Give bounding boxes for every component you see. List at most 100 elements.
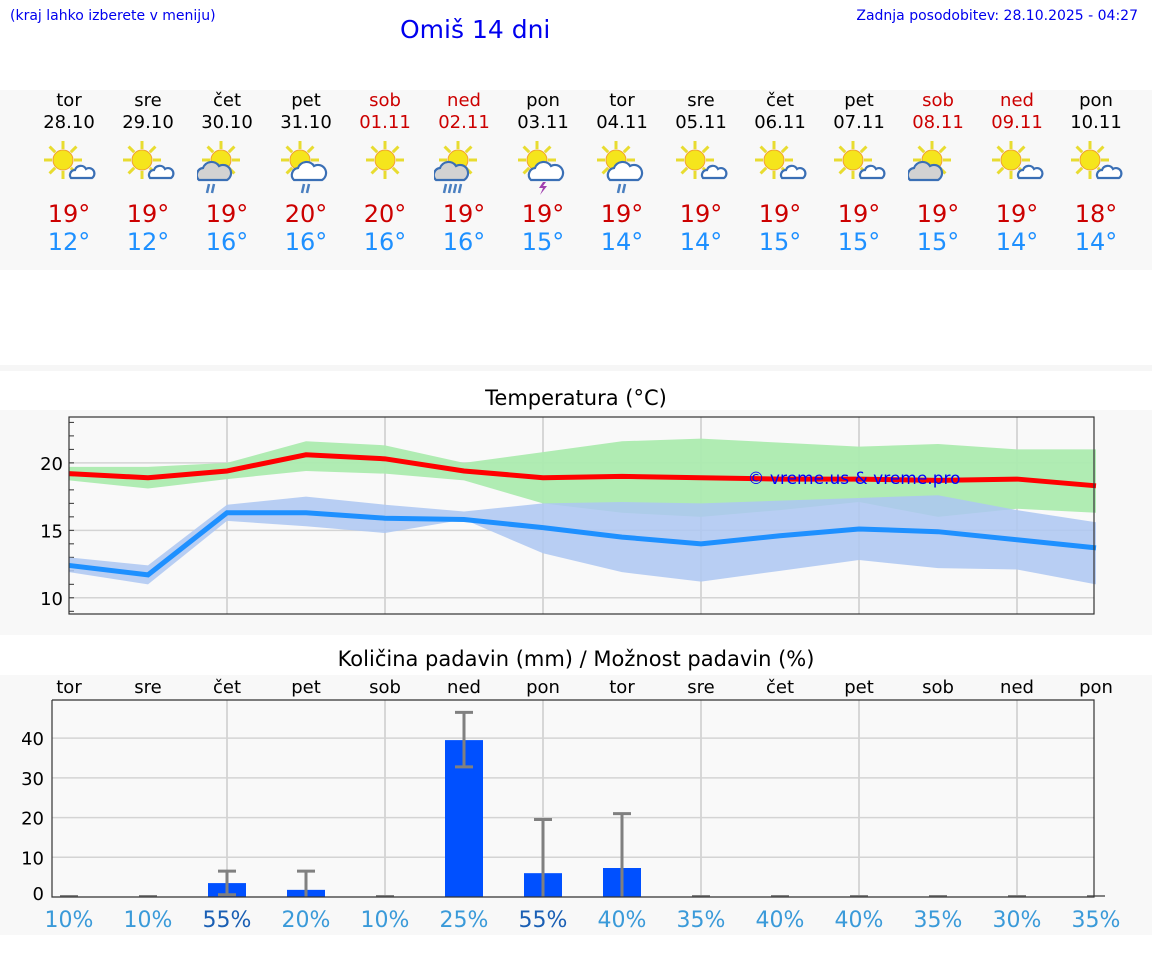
day-name: pet	[844, 90, 874, 111]
day-date: 01.11	[359, 112, 411, 133]
day-column: čet 30.10 19° 16°	[188, 90, 267, 256]
min-temp: 12°	[47, 228, 91, 256]
max-temp: 19°	[47, 200, 91, 228]
precip-probability: 40%	[598, 908, 647, 933]
max-temp: 19°	[205, 200, 249, 228]
day-date: 03.11	[517, 112, 569, 133]
min-temp: 14°	[600, 228, 644, 256]
day-column: sre 05.11 19° 14°	[662, 90, 741, 256]
day-date: 29.10	[122, 112, 174, 133]
y-tick-label: 15	[40, 521, 63, 542]
day-label: ned	[1000, 677, 1034, 698]
day-column: pon 03.11 19° 15°	[504, 90, 583, 256]
day-label: pon	[526, 677, 560, 698]
precip-probability: 40%	[756, 908, 805, 933]
day-column: ned 02.11 19° 16°	[425, 90, 504, 256]
day-label: sre	[134, 677, 161, 698]
precip-probability: 30%	[993, 908, 1042, 933]
min-temp: 12°	[126, 228, 170, 256]
day-name: tor	[609, 90, 635, 111]
day-label: pet	[844, 677, 874, 698]
day-date: 28.10	[43, 112, 95, 133]
max-temp: 18°	[1074, 200, 1118, 228]
sun-small-cloud-icon	[755, 141, 807, 180]
day-name: čet	[765, 90, 795, 111]
day-name: ned	[1000, 90, 1034, 111]
day-label: sob	[922, 677, 954, 698]
day-label: tor	[609, 677, 635, 698]
y-tick-label: 20	[40, 454, 63, 475]
max-temp: 19°	[995, 200, 1039, 228]
y-tick-label: 10	[40, 589, 63, 610]
day-date: 31.10	[280, 112, 332, 133]
min-temp: 14°	[1074, 228, 1118, 256]
min-temp-line	[68, 510, 1097, 578]
day-date: 07.11	[833, 112, 885, 133]
day-date: 04.11	[596, 112, 648, 133]
day-name: sob	[922, 90, 954, 111]
sun-cloud-rain-icon	[281, 141, 328, 194]
day-name: ned	[447, 90, 481, 111]
day-label: pet	[291, 677, 321, 698]
temperature-chart: 10 15 20 © vreme.us & vreme.pro	[40, 416, 1097, 615]
day-date: 09.11	[991, 112, 1043, 133]
location-hint: (kraj lahko izberete v meniju)	[10, 8, 216, 24]
plot-area	[52, 700, 1094, 897]
day-column: sre 29.10 19° 12°	[109, 90, 188, 256]
sun-small-cloud-icon	[834, 141, 886, 180]
day-name: tor	[56, 90, 82, 111]
day-name: sre	[687, 90, 715, 111]
precipitation-chart: tor sre čet pet sob ned pon tor sre čet pet sob ned p…	[21, 677, 1121, 933]
daily-forecast-panel: tor 28.10 19° 12° sre 29.10 19° 12° čet 30.10 1…	[0, 90, 1152, 270]
watermark: © vreme.us & vreme.pro	[747, 469, 960, 489]
max-temp: 19°	[442, 200, 486, 228]
precip-probability: 55%	[519, 908, 568, 933]
day-label: pon	[1079, 677, 1113, 698]
max-temp-line	[68, 452, 1097, 489]
max-temp: 19°	[600, 200, 644, 228]
y-tick-label: 0	[33, 884, 44, 905]
sun-grey-cloud-heavy-rain-icon	[434, 141, 477, 194]
day-label: ned	[447, 677, 481, 698]
max-temp: 19°	[837, 200, 881, 228]
min-temp: 15°	[758, 228, 802, 256]
day-date: 08.11	[912, 112, 964, 133]
max-temp: 19°	[521, 200, 565, 228]
day-label: sob	[369, 677, 401, 698]
day-name: sre	[134, 90, 162, 111]
day-label: sre	[687, 677, 714, 698]
min-temp: 15°	[837, 228, 881, 256]
max-temp: 19°	[758, 200, 802, 228]
day-label: čet	[213, 677, 241, 698]
min-temp: 14°	[995, 228, 1039, 256]
day-name: pet	[291, 90, 321, 111]
day-date: 06.11	[754, 112, 806, 133]
sun-small-cloud-icon	[992, 141, 1044, 180]
page-title: Omiš 14 dni	[400, 15, 551, 44]
day-date: 30.10	[201, 112, 253, 133]
y-tick-label: 10	[21, 848, 44, 869]
day-column: sob 08.11 19° 15°	[899, 90, 978, 256]
sun-cloud-rain-icon	[597, 141, 644, 194]
min-temp: 16°	[205, 228, 249, 256]
max-temp: 19°	[126, 200, 170, 228]
max-temp: 20°	[284, 200, 328, 228]
precip-probability: 55%	[203, 908, 252, 933]
sun-icon	[366, 141, 404, 179]
sun-small-cloud-icon	[123, 141, 175, 180]
day-name: pon	[526, 90, 560, 111]
min-temp: 15°	[916, 228, 960, 256]
max-temp: 20°	[363, 200, 407, 228]
precip-probability: 35%	[1072, 908, 1121, 933]
precip-probability: 20%	[282, 908, 331, 933]
min-temp: 16°	[442, 228, 486, 256]
day-label: čet	[766, 677, 794, 698]
day-column: pet 31.10 20° 16°	[267, 90, 346, 256]
min-temp: 14°	[679, 228, 723, 256]
day-date: 02.11	[438, 112, 490, 133]
day-date: 05.11	[675, 112, 727, 133]
precipitation-panel: tor sre čet pet sob ned pon tor sre čet pet sob ned p…	[0, 675, 1152, 935]
plot-frame	[68, 416, 1095, 615]
temperature-panel: 10 15 20 © vreme.us & vreme.pro	[0, 410, 1152, 635]
day-name: sob	[369, 90, 401, 111]
